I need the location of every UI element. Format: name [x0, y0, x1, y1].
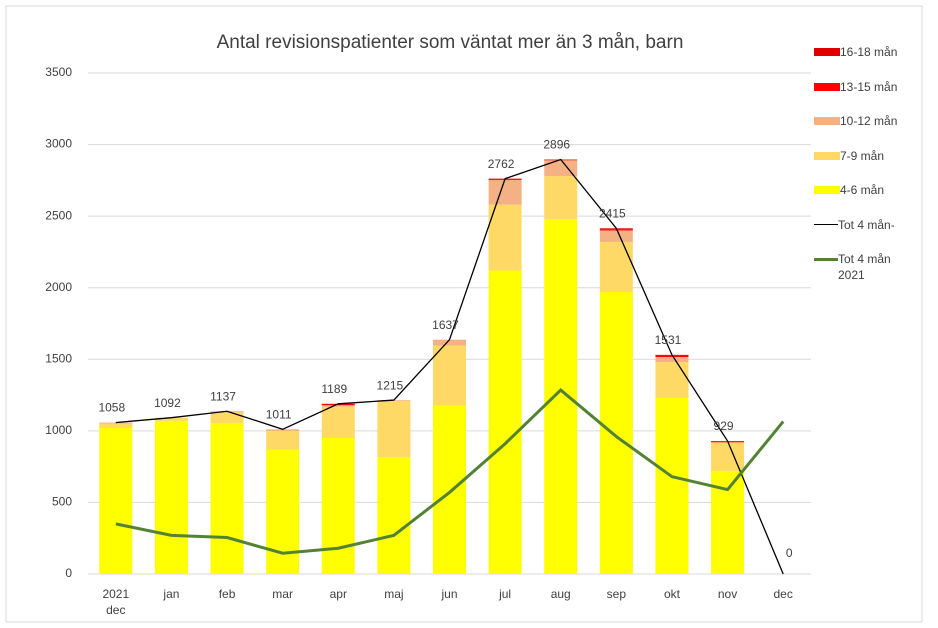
bar-segment: [488, 204, 522, 271]
data-label: 2415: [599, 206, 626, 220]
data-label: 1189: [321, 382, 347, 396]
chart-frame: [5, 5, 923, 623]
legend-label: 13-15 mån: [840, 79, 898, 94]
bar-segment: [321, 405, 355, 407]
data-label: 1637: [432, 318, 459, 332]
bar-segment: [321, 406, 355, 439]
bar-segment: [321, 438, 355, 574]
x-tick-label: feb: [218, 587, 236, 601]
legend-entry: 16-18 mån: [814, 44, 910, 60]
x-tick-label: okt: [663, 587, 680, 601]
legend-swatch: [814, 223, 838, 226]
bar-segment: [433, 405, 466, 574]
legend-swatch: [814, 257, 838, 261]
data-label: 1137: [210, 389, 236, 403]
bar-segment: [266, 430, 300, 450]
bar-segment: [599, 230, 633, 242]
bar-segment: [655, 362, 689, 398]
bar-segment: [154, 420, 188, 574]
data-label: 0: [786, 546, 793, 560]
bar-segment: [266, 449, 300, 574]
bar-segment: [377, 457, 411, 574]
line: [115, 388, 785, 555]
legend-swatch: [814, 82, 840, 91]
x-tick-label: dec: [773, 587, 793, 601]
legend-swatch: [814, 48, 840, 56]
bar-segment: [599, 241, 633, 293]
bar-segment: [266, 429, 300, 431]
y-tick-label: 500: [52, 495, 72, 509]
data-label: 1092: [154, 396, 181, 410]
y-tick-label: 3500: [45, 65, 72, 79]
line: [115, 158, 784, 575]
legend-label: 16-18 mån: [840, 45, 898, 59]
legend-swatch: [814, 151, 840, 160]
y-tick-label: 1000: [45, 423, 72, 437]
legend-label: Tot 4 mån 2021: [838, 252, 891, 282]
y-tick-label: 3000: [45, 137, 72, 151]
legend-entry: Tot 4 mån 2021: [814, 251, 908, 283]
x-tick-label: sep: [606, 587, 627, 601]
bar-segment: [210, 412, 244, 423]
y-tick-label: 2500: [45, 208, 72, 222]
legend-entry: 7-9 mån: [814, 148, 910, 164]
y-tick-label: 0: [65, 566, 72, 580]
bar-segment: [99, 423, 133, 428]
bar-segment: [210, 422, 244, 574]
chart-title: Antal revisionspatienter som väntat mer …: [217, 32, 684, 53]
legend-label: 4-6 mån: [840, 183, 885, 197]
bar-segment: [655, 356, 689, 363]
data-label: 929: [714, 419, 734, 433]
bar-segment: [544, 160, 578, 177]
bar-segment: [321, 404, 355, 406]
legend-entry: 10-12 mån: [814, 113, 910, 129]
x-tick-label: jun: [441, 587, 458, 601]
x-tick-label: aug: [550, 587, 571, 601]
legend-entry: Tot 4 mån-: [814, 217, 908, 233]
x-tick-label: 2021 dec: [102, 587, 130, 617]
bar-segment: [433, 345, 466, 406]
data-label: 1531: [655, 333, 682, 347]
y-tick-label: 2000: [45, 280, 72, 294]
x-tick-label: jan: [163, 587, 180, 601]
bar-segment: [599, 292, 633, 574]
bar-segment: [99, 422, 133, 424]
x-tick-label: jul: [499, 587, 512, 601]
bar-segment: [433, 339, 466, 346]
data-label: 1011: [266, 407, 292, 421]
x-tick-label: mar: [272, 587, 293, 601]
bar-segment: [711, 442, 745, 471]
bar-segment: [655, 355, 689, 357]
legend-label: 7-9 mån: [840, 148, 885, 163]
bar-segment: [544, 219, 578, 574]
bar-segment: [655, 397, 689, 574]
bar-segment: [488, 270, 522, 574]
legend-entry: 13-15 mån: [814, 79, 910, 95]
data-label: 2762: [488, 157, 515, 171]
y-tick-label: 1500: [45, 351, 72, 365]
x-tick-label: apr: [329, 587, 347, 601]
bar-segment: [154, 417, 188, 421]
bar-segment: [544, 176, 578, 220]
bar-segment: [488, 180, 522, 205]
legend-swatch: [814, 186, 840, 194]
data-label: 2896: [543, 138, 570, 152]
legend-label: Tot 4 mån-: [838, 217, 895, 232]
legend-label: 10-12 mån: [840, 114, 898, 128]
legend-swatch: [814, 117, 840, 125]
data-label: 1215: [377, 378, 404, 392]
data-label: 1058: [98, 401, 125, 415]
bar-segment: [377, 400, 411, 458]
legend-entry: 4-6 mån: [814, 182, 910, 198]
x-tick-label: maj: [384, 587, 404, 601]
bar-segment: [99, 427, 133, 574]
x-tick-label: nov: [717, 587, 738, 601]
